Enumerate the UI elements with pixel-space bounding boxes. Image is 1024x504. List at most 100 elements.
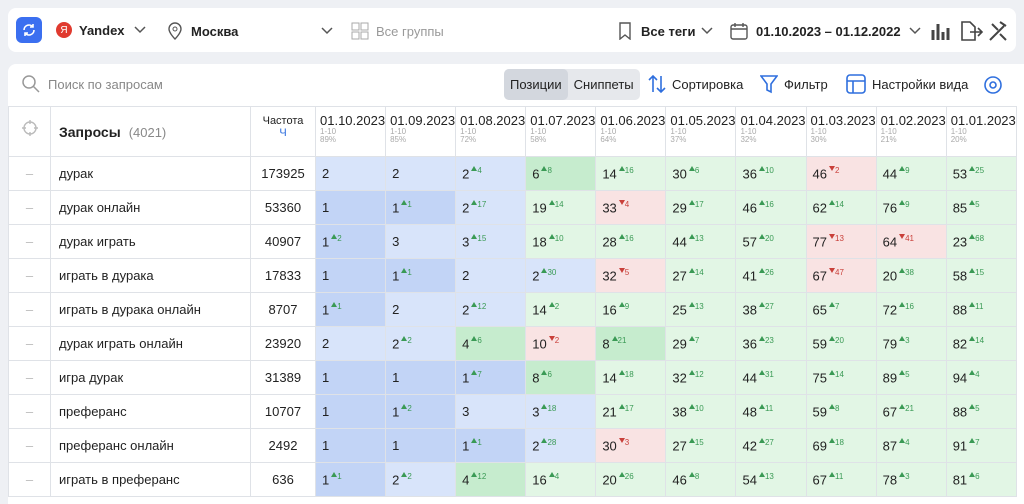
change: 15 (471, 233, 486, 243)
action-icons[interactable] (930, 20, 1020, 42)
change: 6 (688, 165, 699, 175)
position-cell: 44 9 (875, 156, 947, 191)
change: 7 (829, 301, 839, 311)
range: 1-10 (390, 127, 407, 136)
position-cell: 72 16 (875, 292, 947, 327)
change-value: 27 (764, 437, 774, 447)
arrow (331, 471, 338, 477)
position-cell: 36 23 (735, 326, 807, 361)
change: 7 (688, 335, 699, 345)
view-settings-button[interactable]: Настройки вида (846, 74, 968, 94)
position: 58 (952, 268, 968, 284)
position-cell: 4 12 (455, 462, 527, 497)
position: 38 (672, 404, 687, 420)
position-cell: 2 (385, 292, 457, 327)
position: 1 (392, 200, 400, 216)
change-value: 6 (975, 471, 980, 481)
change: 17 (688, 199, 704, 209)
change-value: 8 (694, 471, 700, 481)
change: 5 (899, 369, 910, 379)
change-value: 47 (835, 267, 844, 277)
frequency: 10707 (250, 394, 316, 429)
change-value: 16 (905, 301, 914, 311)
change-value: 5 (975, 403, 980, 413)
position: 29 (672, 336, 687, 352)
position-cell: 44 31 (735, 360, 807, 395)
refresh-button[interactable] (16, 17, 42, 43)
change: 14 (548, 199, 564, 209)
change: 6 (969, 471, 980, 481)
change-value: 4 (477, 165, 482, 175)
position: 1 (322, 472, 330, 488)
change-value: 4 (975, 369, 980, 379)
position-cell: 14 2 (525, 292, 597, 327)
groups-select[interactable]: Все группы (351, 22, 444, 40)
change: 14 (969, 335, 984, 345)
date-header: 01.05.2023 1-10 37% (665, 106, 737, 157)
change-value: 18 (835, 437, 844, 447)
change: 15 (688, 437, 704, 447)
position: 88 (952, 404, 968, 420)
position: 79 (882, 336, 898, 352)
change: 8 (688, 471, 700, 481)
change: 17 (471, 199, 486, 209)
date-header: 01.03.2023 1-10 30% (805, 106, 877, 157)
query: играть в преферанс (50, 462, 251, 497)
change: 2 (548, 301, 559, 311)
share: 32% (740, 135, 757, 144)
position-cell: 29 7 (665, 326, 737, 361)
label: Частота (262, 115, 304, 127)
share: 20% (950, 135, 967, 144)
label: Настройки вида (872, 76, 969, 92)
change-value: 17 (624, 403, 634, 413)
change: 14 (829, 199, 844, 209)
position-cell: 44 13 (665, 224, 737, 259)
change-value: 2 (554, 335, 560, 345)
tab[interactable]: Позиции (504, 69, 568, 100)
position-cell: 89 5 (875, 360, 947, 395)
engine-select[interactable]: Я Yandex (56, 22, 146, 38)
arrow (688, 301, 695, 307)
period-select[interactable]: 01.10.2023 – 01.12.2022 (730, 22, 921, 40)
change-value: 9 (905, 165, 910, 175)
change: 4 (471, 165, 482, 175)
position: 85 (952, 200, 968, 216)
arrow (829, 165, 836, 171)
date-header: 01.04.2023 1-10 32% (735, 106, 807, 157)
position: 16 (532, 472, 547, 488)
arrow (758, 437, 765, 443)
change-value: 13 (835, 233, 844, 243)
arrow (471, 165, 478, 171)
tab[interactable]: Сниппеты (573, 77, 634, 92)
settings-icon[interactable] (982, 74, 1004, 96)
position: 2 (322, 166, 330, 181)
position: 88 (952, 302, 968, 318)
arrow (471, 471, 478, 477)
filter-button[interactable]: Фильтр (760, 74, 828, 94)
change: 41 (899, 233, 914, 243)
sort-button[interactable]: Сортировка (648, 74, 743, 94)
position-cell: 67 21 (875, 394, 947, 429)
change-value: 18 (624, 369, 634, 379)
tags-select[interactable]: Все теги (618, 22, 713, 40)
position-cell: 2 17 (455, 190, 527, 225)
position: 1 (392, 404, 400, 420)
region-select[interactable]: Москва (168, 22, 333, 40)
arrow (541, 437, 548, 443)
change: 5 (969, 403, 980, 413)
range: 1-10 (880, 127, 897, 136)
arrow (688, 165, 695, 171)
search-box[interactable]: Поиск по запросам (22, 75, 163, 93)
position: 42 (742, 438, 757, 454)
position: 1 (322, 438, 330, 453)
arrow (541, 267, 548, 273)
change-value: 12 (477, 301, 487, 311)
position-cell: 2 (385, 156, 457, 191)
arrow (688, 369, 695, 375)
position: 2 (392, 336, 400, 352)
label: Сортировка (672, 76, 744, 92)
change: 11 (969, 301, 983, 311)
change-value: 4 (624, 199, 630, 209)
